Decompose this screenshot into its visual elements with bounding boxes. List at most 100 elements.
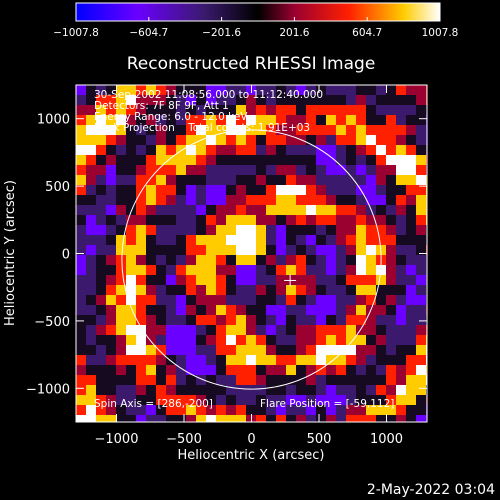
heatmap-cell — [166, 135, 176, 145]
heatmap-cell — [86, 195, 96, 205]
heatmap-cell — [306, 235, 316, 245]
heatmap-cell — [146, 95, 156, 105]
heatmap-cell — [306, 395, 316, 405]
heatmap-cell — [406, 415, 416, 422]
heatmap-cell — [376, 305, 386, 315]
heatmap-cell — [256, 105, 266, 115]
heatmap-cell — [356, 175, 366, 185]
heatmap-cell — [76, 105, 86, 115]
heatmap-cell — [76, 255, 86, 265]
heatmap-cell — [366, 405, 376, 415]
heatmap-cell — [286, 215, 296, 225]
heatmap-cell — [406, 245, 416, 255]
heatmap-cell — [286, 115, 296, 125]
heatmap-cell — [236, 355, 246, 365]
heatmap-cell — [376, 315, 386, 325]
heatmap-cell — [356, 135, 366, 145]
heatmap-cell — [396, 205, 406, 215]
heatmap-cell — [196, 185, 206, 195]
heatmap-cell — [376, 175, 386, 185]
heatmap-cell — [236, 185, 246, 195]
heatmap-cell — [236, 105, 246, 115]
heatmap-cell — [366, 345, 376, 355]
heatmap-cell — [336, 135, 346, 145]
heatmap-cell — [106, 175, 116, 185]
heatmap-cell — [376, 385, 386, 395]
heatmap-cell — [96, 175, 106, 185]
heatmap-cell — [256, 335, 266, 345]
heatmap-cell — [86, 175, 96, 185]
heatmap-cell — [356, 165, 366, 175]
heatmap-cell — [186, 325, 196, 335]
heatmap-cell — [166, 415, 176, 422]
heatmap-cell — [136, 315, 146, 325]
heatmap-cell — [166, 305, 176, 315]
heatmap-cell — [366, 355, 376, 365]
heatmap-cell — [226, 345, 236, 355]
heatmap-cell — [216, 175, 226, 185]
heatmap-cell — [416, 185, 426, 195]
heatmap-cell — [96, 85, 106, 95]
heatmap-cell — [296, 415, 306, 422]
heatmap-cell — [116, 335, 126, 345]
spin-axis-label: Spin Axis = [286,-200] — [94, 398, 213, 410]
heatmap-cell — [176, 335, 186, 345]
heatmap-cell — [206, 305, 216, 315]
heatmap-cell — [246, 405, 256, 415]
heatmap-cell — [396, 405, 406, 415]
heatmap-cell — [96, 325, 106, 335]
heatmap-cell — [356, 265, 366, 275]
heatmap-cell — [116, 305, 126, 315]
heatmap-cell — [166, 325, 176, 335]
heatmap-cell — [206, 95, 216, 105]
heatmap-cell — [306, 275, 316, 285]
heatmap-cell — [236, 265, 246, 275]
heatmap-cell — [206, 115, 216, 125]
heatmap-cell — [276, 95, 286, 105]
heatmap-cell — [306, 85, 316, 95]
heatmap-cell — [156, 85, 166, 95]
heatmap-cell — [296, 125, 306, 135]
heatmap-cell — [236, 385, 246, 395]
heatmap-cell — [386, 315, 396, 325]
heatmap-cell — [86, 245, 96, 255]
heatmap-cell — [236, 195, 246, 205]
heatmap-cell — [246, 205, 256, 215]
heatmap-cell — [396, 135, 406, 145]
heatmap-cell — [306, 405, 316, 415]
heatmap-cell — [86, 145, 96, 155]
heatmap-cell — [406, 305, 416, 315]
heatmap-cell — [86, 235, 96, 245]
heatmap-cell — [326, 115, 336, 125]
heatmap-cell — [276, 275, 286, 285]
heatmap-cell — [146, 135, 156, 145]
heatmap-cell — [396, 235, 406, 245]
heatmap-cell — [86, 365, 96, 375]
heatmap-cell — [276, 105, 286, 115]
heatmap-cell — [236, 245, 246, 255]
heatmap-cell — [226, 205, 236, 215]
heatmap-cell — [306, 315, 316, 325]
heatmap-cell — [276, 155, 286, 165]
heatmap-cell — [336, 365, 346, 375]
heatmap-cell — [246, 105, 256, 115]
heatmap-cell — [276, 265, 286, 275]
heatmap-cell — [166, 115, 176, 125]
heatmap-cell — [386, 95, 396, 105]
heatmap-cell — [126, 275, 136, 285]
heatmap-cell — [326, 85, 336, 95]
heatmap-cell — [316, 205, 326, 215]
heatmap-cell — [176, 285, 186, 295]
heatmap-cell — [276, 395, 286, 405]
heatmap-cell — [216, 385, 226, 395]
heatmap-cell — [106, 275, 116, 285]
x-tick-label: 1000 — [370, 432, 403, 447]
heatmap-cell — [236, 225, 246, 235]
heatmap-cell — [236, 375, 246, 385]
heatmap-cell — [296, 275, 306, 285]
heatmap-cell — [146, 115, 156, 125]
heatmap-cell — [266, 85, 276, 95]
heatmap-cell — [346, 385, 356, 395]
heatmap-cell — [76, 395, 86, 405]
heatmap-cell — [416, 265, 426, 275]
